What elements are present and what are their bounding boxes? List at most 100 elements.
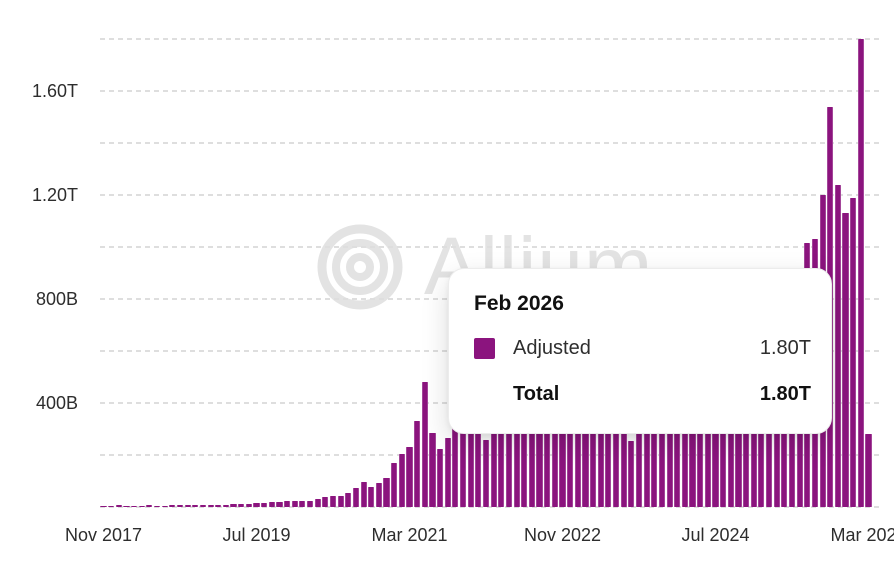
bar[interactable] <box>444 438 451 507</box>
bar[interactable] <box>521 408 528 507</box>
bar[interactable] <box>850 197 857 507</box>
bar[interactable] <box>207 505 214 507</box>
bar[interactable] <box>536 423 543 507</box>
bar[interactable] <box>375 483 382 507</box>
bar[interactable] <box>689 381 696 507</box>
series-color-swatch <box>474 337 495 359</box>
bar[interactable] <box>720 381 727 507</box>
bar[interactable] <box>131 505 138 507</box>
bar[interactable] <box>635 431 643 507</box>
x-axis-tick-label: Mar 2021 <box>371 525 448 545</box>
bar[interactable] <box>245 503 252 507</box>
bar[interactable] <box>406 447 413 507</box>
bar[interactable] <box>429 432 436 507</box>
bar[interactable] <box>612 429 620 507</box>
bar[interactable] <box>605 425 612 507</box>
tooltip-total-label: Total <box>513 383 560 405</box>
bar[interactable] <box>712 384 719 507</box>
bar[interactable] <box>138 505 145 507</box>
bar[interactable] <box>230 504 237 507</box>
bar[interactable] <box>498 417 505 507</box>
bar[interactable] <box>383 478 390 507</box>
bar[interactable] <box>559 405 566 507</box>
bar[interactable] <box>597 419 604 507</box>
bar[interactable] <box>590 405 597 507</box>
tooltip-total-value: 1.80T <box>759 383 811 405</box>
bar[interactable] <box>291 501 298 507</box>
bar[interactable] <box>184 505 191 507</box>
bar[interactable] <box>735 373 742 507</box>
bar[interactable] <box>314 499 321 507</box>
gridline <box>100 90 882 92</box>
bar[interactable] <box>551 417 558 507</box>
bar[interactable] <box>475 418 482 507</box>
bar[interactable] <box>398 453 405 507</box>
bar[interactable] <box>215 505 222 507</box>
bar[interactable] <box>268 502 275 507</box>
bar[interactable] <box>253 502 260 507</box>
bar[interactable] <box>574 423 581 507</box>
bar[interactable] <box>115 505 122 507</box>
bar[interactable] <box>643 425 650 507</box>
bar[interactable] <box>467 413 474 507</box>
bar[interactable] <box>704 389 711 507</box>
bar[interactable] <box>437 448 444 507</box>
bar[interactable] <box>582 417 589 507</box>
bar[interactable] <box>452 426 459 507</box>
bar[interactable] <box>482 439 490 507</box>
bar[interactable] <box>727 387 734 507</box>
x-axis-tick-label: Mar 2026 <box>830 525 894 545</box>
bar[interactable] <box>146 505 153 507</box>
bar[interactable] <box>459 419 467 507</box>
bar[interactable] <box>842 213 849 507</box>
bar[interactable] <box>345 492 352 507</box>
bar[interactable] <box>651 416 658 507</box>
bar[interactable] <box>857 39 864 507</box>
bar[interactable] <box>337 495 344 507</box>
bar[interactable] <box>666 401 673 507</box>
bar[interactable] <box>360 482 367 507</box>
bar[interactable] <box>834 184 841 507</box>
bar[interactable] <box>865 434 872 507</box>
bar[interactable] <box>176 505 184 507</box>
bar[interactable] <box>505 414 513 507</box>
bar[interactable] <box>352 487 360 507</box>
bar[interactable] <box>513 401 520 507</box>
bar[interactable] <box>161 505 168 507</box>
bar[interactable] <box>681 375 688 507</box>
bar[interactable] <box>192 504 199 507</box>
bar[interactable] <box>284 501 291 507</box>
bar[interactable] <box>329 496 337 507</box>
bar[interactable] <box>199 505 207 507</box>
bar[interactable] <box>123 505 130 507</box>
bar[interactable] <box>490 429 497 507</box>
bar[interactable] <box>658 407 666 507</box>
bar[interactable] <box>414 421 421 507</box>
bar[interactable] <box>567 421 574 507</box>
bar[interactable] <box>322 496 329 507</box>
bar[interactable] <box>306 500 314 507</box>
bar[interactable] <box>153 505 161 507</box>
bar[interactable] <box>238 504 245 507</box>
bar[interactable] <box>421 382 428 507</box>
bar[interactable] <box>100 505 107 507</box>
bar[interactable] <box>697 385 704 507</box>
bar[interactable] <box>261 503 268 507</box>
tooltip-series-value: 1.80T <box>759 337 811 359</box>
bar[interactable] <box>368 486 375 507</box>
tooltip-series-label: Adjusted <box>513 337 591 359</box>
gridline <box>100 246 882 248</box>
bar[interactable] <box>620 431 627 507</box>
bar[interactable] <box>299 501 306 507</box>
bar[interactable] <box>169 505 176 507</box>
tooltip-series-row: Adjusted 1.80T <box>474 336 811 360</box>
bar[interactable] <box>222 504 229 507</box>
bar[interactable] <box>528 421 535 507</box>
bar[interactable] <box>628 440 635 507</box>
bar[interactable] <box>108 505 115 507</box>
gridline <box>100 194 882 196</box>
bar[interactable] <box>544 419 551 507</box>
bar[interactable] <box>391 462 398 507</box>
bar[interactable] <box>276 501 283 507</box>
bar[interactable] <box>674 391 681 507</box>
